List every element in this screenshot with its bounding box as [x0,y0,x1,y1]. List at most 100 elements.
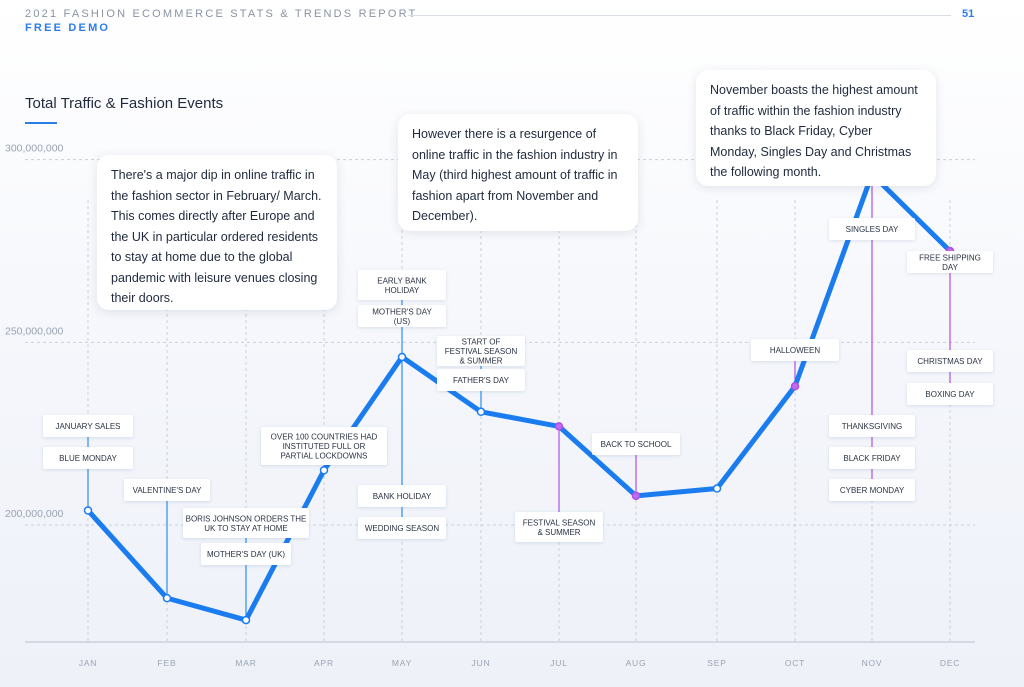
report-edition: FREE DEMO [25,22,111,34]
event-label-box [43,447,133,469]
page-number: 51 [962,8,975,20]
event-label-box [907,251,993,273]
y-tick-label: 200,000,000 [5,508,64,520]
x-tick-label: APR [314,658,334,668]
event-label-box [358,485,446,507]
event-label-nov: THANKSGIVING [829,415,915,437]
event-label-text: BLACK FRIDAY [843,454,901,463]
event-label-text: FREE SHIPPING [919,253,981,262]
event-label-box [829,415,915,437]
callout-november-peak: November boasts the highest amount of tr… [696,70,936,186]
x-tick-label: DEC [940,658,960,668]
event-label-text: & SUMMER [537,528,580,537]
event-label-text: FESTIVAL SEASON [445,347,518,356]
event-label-box [124,479,210,501]
event-label-oct: HALLOWEEN [751,339,839,361]
event-label-box [358,517,446,539]
event-label-box [358,305,446,327]
event-label-text: (US) [394,317,411,326]
event-label-text: START OF [462,338,501,347]
event-label-feb: VALENTINE'S DAY [124,479,210,501]
event-label-box [751,339,839,361]
event-label-box [358,270,446,300]
event-label-text: OVER 100 COUNTRIES HAD [271,433,378,442]
x-tick-label: OCT [785,658,805,668]
data-point-oct [790,381,800,391]
event-label-text: BACK TO SCHOOL [601,440,672,449]
callout-february-dip-text: There's a major dip in online traffic in… [111,168,322,305]
event-label-text: BLUE MONDAY [59,454,117,463]
data-point-apr [319,465,329,475]
chart-title-underline [25,122,57,124]
event-label-box [183,508,309,538]
event-label-text: HOLIDAY [385,286,420,295]
data-point-sep [712,484,722,493]
event-label-text: INSTITUTED FULL OR [283,442,366,451]
event-label-text: EARLY BANK [377,276,427,285]
event-label-jan: BLUE MONDAY [43,447,133,469]
x-tick-label: NOV [862,658,883,668]
event-label-nov: SINGLES DAY [829,218,915,240]
event-label-text: BANK HOLIDAY [373,492,432,501]
event-label-jun: FATHER'S DAY [437,369,525,391]
event-label-box [592,433,680,455]
data-point-aug [631,491,641,501]
event-label-box [261,427,387,465]
data-point-mar [241,615,251,625]
event-label-nov: CYBER MONDAY [829,479,915,501]
y-tick-label: 300,000,000 [5,143,64,155]
x-tick-label: FEB [158,658,177,668]
x-tick-label: AUG [626,658,647,668]
event-label-text: BORIS JOHNSON ORDERS THE [186,514,307,523]
event-label-mar: MOTHER'S DAY (UK) [201,543,291,565]
event-label-text: WEDDING SEASON [365,524,439,533]
event-label-text: JANUARY SALES [55,422,120,431]
event-label-nov: BLACK FRIDAY [829,447,915,469]
event-label-box [43,415,133,437]
event-label-text: PARTIAL LOCKDOWNS [281,452,368,461]
data-point-jan [83,506,93,515]
event-label-box [907,350,993,372]
data-point-jun [476,407,486,417]
event-label-aug: BACK TO SCHOOL [592,433,680,455]
event-label-dec: BOXING DAY [907,383,993,405]
report-title: 2021 FASHION ECOMMERCE STATS & TRENDS RE… [25,8,418,20]
y-tick-label: 250,000,000 [5,325,64,337]
x-tick-label: SEP [707,658,726,668]
data-point-jul [554,422,564,431]
callout-may-resurgence-text: However there is a resurgence of online … [412,127,618,223]
event-label-text: THANKSGIVING [842,422,902,431]
event-label-text: CHRISTMAS DAY [917,357,983,366]
event-label-text: BOXING DAY [925,390,975,399]
event-label-box [201,543,291,565]
event-label-text: FATHER'S DAY [453,376,510,385]
event-label-box [829,447,915,469]
event-label-may: MOTHER'S DAY(US) [358,305,446,327]
event-label-box [437,336,525,366]
event-label-box [437,369,525,391]
event-label-box [907,383,993,405]
x-tick-label: MAR [235,658,256,668]
event-label-text: CYBER MONDAY [840,486,905,495]
event-label-box [515,512,603,542]
event-label-text: FESTIVAL SEASON [523,518,596,527]
event-label-text: VALENTINE'S DAY [133,486,202,495]
x-tick-label: MAY [392,658,412,668]
x-tick-label: JUN [472,658,491,668]
event-label-box [829,218,915,240]
x-tick-label: JUL [550,658,568,668]
event-label-text: UK TO STAY AT HOME [204,524,287,533]
callout-november-peak-text: November boasts the highest amount of tr… [710,83,918,179]
event-label-text: MOTHER'S DAY [372,307,432,316]
x-tick-label: JAN [79,658,97,668]
header-divider [408,15,951,16]
event-label-may: WEDDING SEASON [358,517,446,539]
event-label-text: SINGLES DAY [846,225,899,234]
callout-february-dip: There's a major dip in online traffic in… [97,155,337,310]
callout-may-resurgence: However there is a resurgence of online … [398,114,638,231]
